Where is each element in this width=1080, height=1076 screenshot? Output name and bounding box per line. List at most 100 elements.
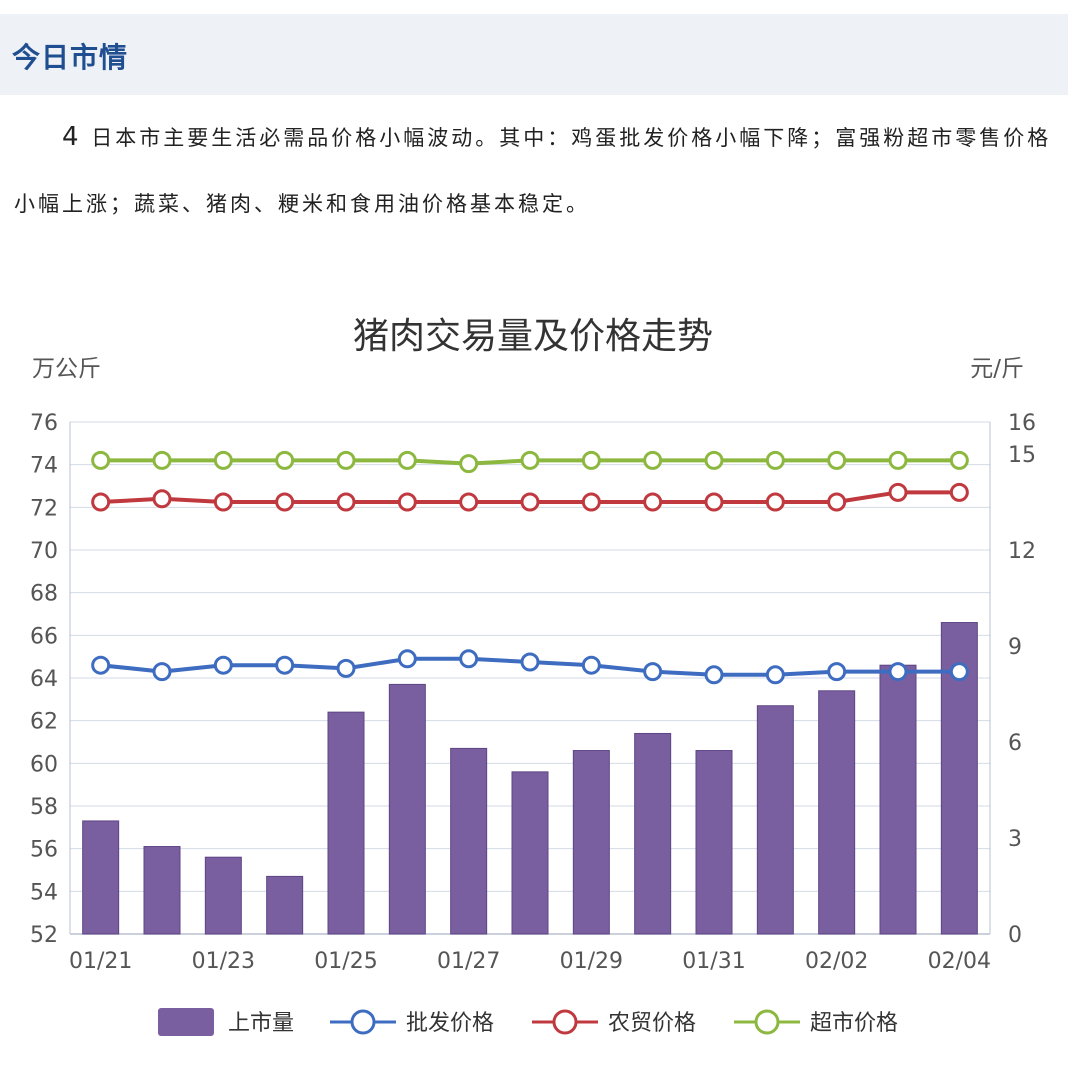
point-农贸价格 <box>275 492 295 512</box>
point-超市价格 <box>643 450 663 470</box>
x-tick-label: 01/27 <box>437 949 500 974</box>
point-农贸价格 <box>827 492 847 512</box>
point-批发价格 <box>152 662 172 682</box>
y-right-tick-label: 6 <box>1008 731 1022 756</box>
bar-上市量 <box>634 732 672 935</box>
point-超市价格 <box>949 450 969 470</box>
bar-上市量 <box>818 690 856 935</box>
y-right-tick-label: 12 <box>1008 539 1036 564</box>
market-summary-paragraph: 4 日本市主要生活必需品价格小幅波动。其中：鸡蛋批发价格小幅下降；富强粉超市零售… <box>14 104 1066 237</box>
point-农贸价格 <box>91 492 111 512</box>
bar-上市量 <box>756 705 794 935</box>
point-农贸价格 <box>336 492 356 512</box>
legend-label-批发价格: 批发价格 <box>406 1011 494 1036</box>
point-批发价格 <box>643 662 663 682</box>
point-农贸价格 <box>949 482 969 502</box>
y-right-unit: 元/斤 <box>970 356 1024 382</box>
y-left-tick-label: 56 <box>30 838 58 863</box>
legend-swatch-上市量 <box>158 1008 214 1036</box>
bar-上市量 <box>204 856 242 935</box>
point-超市价格 <box>888 450 908 470</box>
point-超市价格 <box>152 450 172 470</box>
point-批发价格 <box>336 658 356 678</box>
y-left-unit: 万公斤 <box>32 356 101 382</box>
bar-上市量 <box>143 846 181 935</box>
point-批发价格 <box>213 655 233 675</box>
y-right-tick-label: 3 <box>1008 827 1022 852</box>
y-left-tick-label: 74 <box>30 454 58 479</box>
section-header: 今日市情 <box>0 14 1068 95</box>
point-超市价格 <box>91 450 111 470</box>
bar-上市量 <box>450 747 488 935</box>
lead-number: 4 <box>62 122 82 152</box>
point-超市价格 <box>275 450 295 470</box>
point-批发价格 <box>949 662 969 682</box>
bar-上市量 <box>511 771 549 935</box>
point-批发价格 <box>397 649 417 669</box>
point-农贸价格 <box>765 492 785 512</box>
point-农贸价格 <box>888 482 908 502</box>
y-left-tick-label: 64 <box>30 667 58 692</box>
y-left-tick-label: 58 <box>30 795 58 820</box>
y-left-tick-label: 62 <box>30 710 58 735</box>
section-title: 今日市情 <box>12 41 129 74</box>
y-left-tick-label: 52 <box>30 923 58 948</box>
legend-label-农贸价格: 农贸价格 <box>608 1011 696 1036</box>
legend-marker-批发价格 <box>350 1009 376 1035</box>
point-农贸价格 <box>643 492 663 512</box>
y-left-tick-label: 72 <box>30 496 58 521</box>
bar-上市量 <box>879 664 917 935</box>
y-left-tick-label: 54 <box>30 880 58 905</box>
point-超市价格 <box>397 450 417 470</box>
point-超市价格 <box>704 450 724 470</box>
x-tick-label: 01/29 <box>560 949 623 974</box>
bar-上市量 <box>266 875 304 935</box>
point-批发价格 <box>704 665 724 685</box>
point-超市价格 <box>336 450 356 470</box>
bar-上市量 <box>388 683 426 935</box>
legend-label-超市价格: 超市价格 <box>810 1011 898 1036</box>
point-批发价格 <box>827 662 847 682</box>
y-right-tick-label: 0 <box>1008 923 1022 948</box>
y-right-tick-label: 9 <box>1008 635 1022 660</box>
summary-text: 日本市主要生活必需品价格小幅波动。其中：鸡蛋批发价格小幅下降；富强粉超市零售价格… <box>14 126 1052 216</box>
bar-上市量 <box>82 820 120 935</box>
y-left-tick-label: 66 <box>30 624 58 649</box>
y-left-tick-label: 68 <box>30 582 58 607</box>
x-tick-label: 01/25 <box>314 949 377 974</box>
bar-上市量 <box>327 711 365 935</box>
y-right-tick-label: 15 <box>1008 443 1036 468</box>
point-超市价格 <box>581 450 601 470</box>
x-tick-label: 01/21 <box>69 949 132 974</box>
point-批发价格 <box>581 655 601 675</box>
point-农贸价格 <box>459 492 479 512</box>
point-批发价格 <box>888 662 908 682</box>
y-left-tick-label: 60 <box>30 752 58 777</box>
legend-marker-农贸价格 <box>552 1009 578 1035</box>
y-left-tick-label: 70 <box>30 539 58 564</box>
point-批发价格 <box>91 655 111 675</box>
chart-title: 猪肉交易量及价格走势 <box>353 316 713 357</box>
point-超市价格 <box>827 450 847 470</box>
point-批发价格 <box>459 649 479 669</box>
point-农贸价格 <box>704 492 724 512</box>
point-农贸价格 <box>152 489 172 509</box>
point-批发价格 <box>275 655 295 675</box>
bar-上市量 <box>695 750 733 935</box>
x-tick-label: 01/31 <box>682 949 745 974</box>
bar-上市量 <box>940 622 978 935</box>
point-批发价格 <box>520 652 540 672</box>
point-农贸价格 <box>213 492 233 512</box>
point-超市价格 <box>520 450 540 470</box>
point-农贸价格 <box>397 492 417 512</box>
point-农贸价格 <box>581 492 601 512</box>
point-农贸价格 <box>520 492 540 512</box>
legend-marker-超市价格 <box>754 1009 780 1035</box>
y-right-tick-label: 16 <box>1008 411 1036 436</box>
point-超市价格 <box>765 450 785 470</box>
x-tick-label: 02/02 <box>805 949 868 974</box>
point-超市价格 <box>459 454 479 474</box>
x-tick-label: 02/04 <box>928 949 991 974</box>
point-批发价格 <box>765 665 785 685</box>
